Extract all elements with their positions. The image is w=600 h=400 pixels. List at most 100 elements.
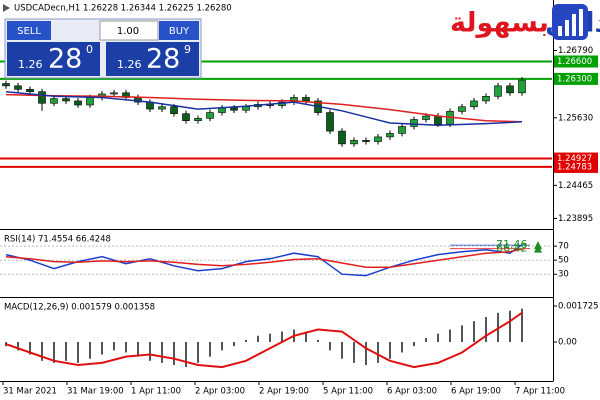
candle-body: [518, 79, 526, 94]
price-pips: 28: [48, 44, 82, 75]
x-tick-label: 31 Mar 2021: [3, 387, 57, 397]
series-line: [5, 248, 523, 268]
series-line: [5, 93, 523, 123]
candle-body: [206, 112, 214, 119]
histogram-bar: [437, 333, 439, 343]
histogram-bar: [509, 310, 511, 343]
candle-body: [506, 85, 514, 94]
histogram-bar: [161, 342, 163, 363]
histogram-bar: [521, 308, 523, 343]
histogram-bar: [209, 342, 211, 357]
logo-icon-bar: [579, 9, 583, 36]
histogram-bar: [185, 342, 187, 368]
y-tick-label: 1.23895: [558, 214, 593, 224]
price-pips: 28: [146, 44, 180, 75]
level-label: 1.24927: [557, 154, 592, 164]
candle-body: [470, 100, 478, 108]
buy-button[interactable]: [159, 21, 199, 40]
candle-body: [374, 136, 382, 142]
histogram-bar: [281, 331, 283, 343]
candle-body: [26, 89, 34, 92]
y-tick-label: 1.25630: [558, 113, 593, 123]
histogram-bar: [317, 339, 319, 343]
histogram-bar: [305, 331, 307, 343]
histogram-bar: [329, 342, 331, 351]
histogram-bar: [389, 342, 391, 359]
plot-area: 1.267901.256301.244651.238951.266001.263…: [0, 46, 599, 397]
level-label-bg: [554, 72, 598, 85]
buy-label: BUY: [169, 26, 190, 37]
histogram-bar: [101, 342, 103, 355]
frame: [0, 0, 554, 382]
level-label: 1.26600: [557, 57, 592, 67]
x-tick-label: 2 Apr 19:00: [259, 387, 309, 397]
candle-body: [302, 97, 310, 102]
candle-body: [2, 83, 10, 87]
candle-body: [38, 91, 46, 104]
candle-body: [110, 92, 118, 95]
price-big: 1.26: [18, 58, 43, 71]
histogram-bar: [53, 342, 55, 363]
candle-body: [410, 119, 418, 127]
y-tick-label: 70: [558, 242, 569, 252]
candle-body: [338, 130, 346, 145]
candle-body: [386, 133, 394, 138]
y-tick-label: 0.001725: [558, 302, 599, 312]
candle-body: [218, 107, 226, 113]
lot-input[interactable]: [99, 20, 159, 41]
level-label: 1.26300: [557, 74, 592, 84]
lot-value: 1.00: [117, 26, 139, 37]
logo-icon-bar: [558, 26, 562, 36]
y-tick-label: 1.24465: [558, 181, 593, 191]
candle-body: [494, 85, 502, 97]
histogram-bar: [77, 342, 79, 363]
histogram-bar: [137, 342, 139, 357]
y-tick-label: 1.26790: [558, 46, 593, 56]
histogram-bar: [29, 342, 31, 355]
candle-body: [74, 100, 82, 106]
series-line: [5, 90, 523, 127]
x-tick-label: 2 Apr 03:00: [195, 387, 245, 397]
histogram-bar: [233, 342, 235, 347]
candle-body: [194, 118, 202, 121]
candle-body: [458, 106, 466, 112]
candle-body: [158, 106, 166, 110]
candle-body: [230, 107, 238, 111]
candle-body: [422, 115, 430, 120]
candle-body: [434, 115, 442, 125]
x-tick-label: 6 Apr 03:00: [387, 387, 437, 397]
histogram-bar: [353, 342, 355, 363]
histogram-bar: [113, 342, 115, 351]
candle-body: [482, 96, 490, 102]
histogram-bar: [89, 342, 91, 359]
histogram-bar: [425, 337, 427, 343]
candle-body: [14, 85, 22, 90]
sell-price-box[interactable]: [7, 42, 100, 76]
x-tick-label: 5 Apr 11:00: [323, 387, 373, 397]
panel-title: RSI(14) 71.4554 66.4248: [4, 235, 111, 245]
histogram-bar: [449, 329, 451, 343]
histogram-bar: [173, 342, 175, 365]
header-arrow: [3, 4, 10, 12]
candle-body: [326, 112, 334, 132]
candle-body: [362, 140, 370, 142]
candle-body: [398, 126, 406, 134]
x-tick-label: 7 Apr 11:00: [515, 387, 565, 397]
candle-body: [86, 97, 94, 106]
symbol-header: USDCADecn,H1 1.26228 1.26344 1.26225 1.2…: [14, 4, 232, 14]
price-point: 0: [86, 43, 93, 56]
sell-button[interactable]: [7, 21, 51, 40]
y-tick-label: 0.00: [558, 338, 577, 348]
series-line: [5, 311, 523, 369]
histogram-bar: [41, 342, 43, 361]
buy-price-box[interactable]: [106, 42, 199, 76]
trade-panel: SELL 1.00 BUY 1.26 28 0 1.26 28 9: [4, 18, 202, 79]
logo-icon-bar: [565, 20, 569, 36]
logo: التداول بسهولة: [450, 4, 600, 40]
histogram-bar: [125, 342, 127, 353]
candle-body: [50, 98, 58, 104]
level-label-bg: [554, 55, 598, 68]
sell-label: SELL: [17, 26, 41, 37]
histogram-bar: [245, 339, 247, 343]
logo-word: بسهولة: [450, 8, 549, 39]
